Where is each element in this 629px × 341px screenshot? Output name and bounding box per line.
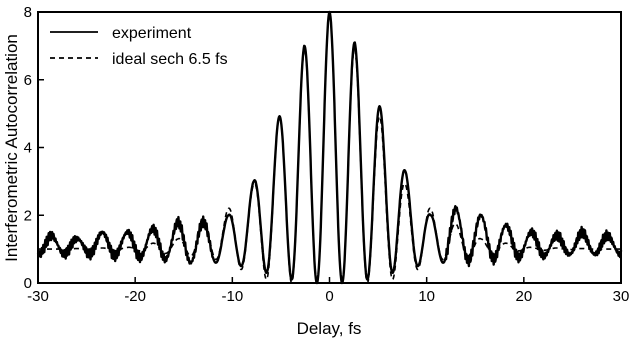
x-tick-label: 30 [613,288,629,305]
y-axis-title: Interferometric Autocorrelation [2,34,21,262]
x-tick-label: -30 [27,288,49,305]
x-axis-title: Delay, fs [297,319,362,338]
x-tick-label: 10 [418,288,435,305]
legend-label-experiment: experiment [112,25,192,42]
y-tick-label: 0 [24,275,32,292]
x-tick-label: -10 [221,288,243,305]
y-tick-label: 8 [24,4,32,21]
x-tick-label: 20 [515,288,532,305]
legend: experiment ideal sech 6.5 fs [50,25,228,68]
x-tick-label: 0 [325,288,333,305]
legend-label-ideal: ideal sech 6.5 fs [112,51,228,68]
y-tick-label: 2 [24,207,32,224]
y-tick-label: 4 [24,140,32,157]
y-tick-label: 6 [24,72,32,89]
ticks-layer: -30 -20 -10 0 10 20 30 0 2 4 6 8 [24,4,629,305]
x-tick-label: -20 [124,288,146,305]
